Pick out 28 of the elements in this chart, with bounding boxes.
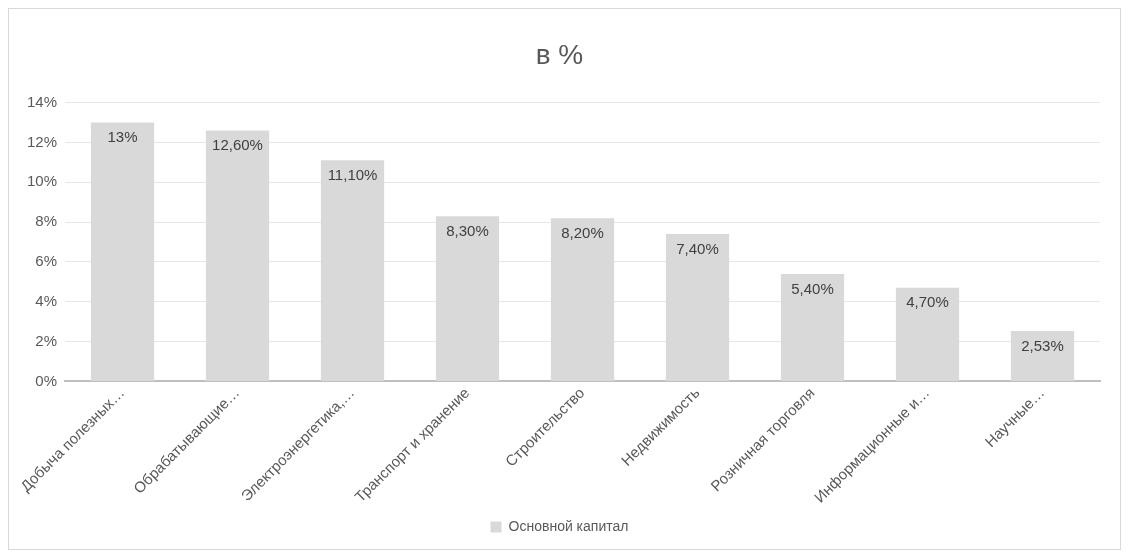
- bar: [435, 216, 500, 381]
- data-label: 11,10%: [327, 166, 378, 183]
- data-label: 7,40%: [676, 239, 719, 257]
- bar: [665, 234, 730, 381]
- bar: [205, 130, 270, 381]
- data-label: 4,70%: [906, 293, 949, 311]
- y-tick-label: 8%: [35, 212, 58, 230]
- data-label: 8,30%: [446, 221, 489, 239]
- y-tick-label: 0%: [35, 371, 58, 389]
- bar: [90, 122, 155, 381]
- bar: [780, 273, 845, 381]
- data-label: 13%: [107, 128, 138, 146]
- y-tick-label: 2%: [35, 331, 58, 349]
- bar: [550, 218, 615, 381]
- bar: [1010, 331, 1075, 381]
- y-tick-label: 10%: [26, 172, 58, 190]
- data-label: 2,53%: [1021, 336, 1064, 354]
- y-tick-label: 12%: [26, 132, 58, 150]
- chart-title: в %: [535, 38, 584, 70]
- y-tick-label: 6%: [35, 252, 58, 270]
- data-label: 8,20%: [561, 223, 604, 241]
- data-label: 12,60%: [212, 136, 263, 154]
- legend-label: Основной капитал: [508, 517, 629, 534]
- y-tick-label: 4%: [35, 291, 58, 309]
- bar: [895, 287, 960, 381]
- data-label: 5,40%: [791, 279, 834, 297]
- y-tick-label: 14%: [26, 92, 58, 110]
- bar: [320, 160, 385, 381]
